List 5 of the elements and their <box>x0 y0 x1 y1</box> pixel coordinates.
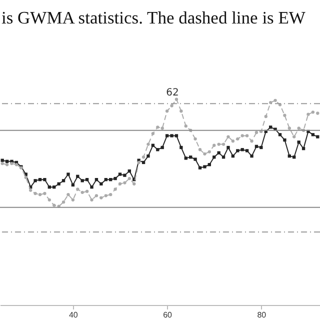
annotation: 62 <box>166 87 179 98</box>
x-tick-label: 60 <box>163 310 173 320</box>
x-tick-label: 40 <box>68 310 78 320</box>
x-tick-label: 80 <box>257 310 267 320</box>
chart-title: is GWMA statistics. The dashed line is EW <box>2 8 306 28</box>
